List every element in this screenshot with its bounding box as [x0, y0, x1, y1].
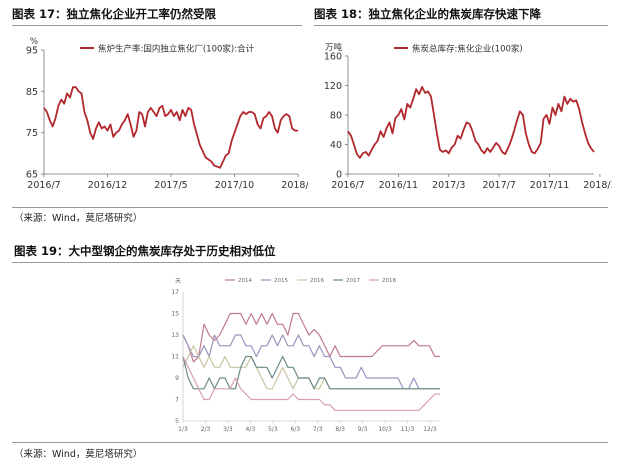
chart19-title-rule [12, 262, 608, 263]
chart19-source: （来源：Wind，莫尼塔研究） [14, 449, 143, 460]
chart18: 万吨 0 40 80 120 160 2016/7 2016/11 2017/3 2017/7 20… [324, 42, 612, 191]
x-tick-label: 2018/3 [583, 180, 612, 191]
chart18-title: 图表 18：独立焦化企业的焦炭库存快速下降 [314, 7, 542, 21]
legend-label: 焦炭总库存:焦化企业(100家) [412, 44, 523, 55]
x-tick-label: 12/3 [423, 426, 437, 433]
chart17-title: 图表 17：独立焦化企业开工率仍然受限 [12, 7, 217, 21]
x-tick-label: 5/3 [268, 426, 278, 433]
y-tick-label: 120 [324, 81, 342, 92]
y-tick-label: 7 [175, 397, 179, 404]
legend-label: 焦炉生产率:国内独立焦化厂(100家):合计 [98, 44, 255, 55]
y-tick-label: 95 [26, 46, 38, 57]
series-line-2014 [182, 312, 440, 363]
top-row-bottom-rule [12, 207, 608, 208]
x-tick-label: 11/3 [401, 426, 415, 433]
chart17-source: （来源：Wind，莫尼塔研究） [14, 213, 143, 224]
chart18-title-rule [314, 25, 608, 26]
y-tick-label: 160 [324, 52, 342, 63]
y-tick-label: 75 [26, 128, 38, 139]
series-line-2017 [182, 355, 440, 390]
y-tick-label: 5 [175, 418, 179, 425]
x-tick-label: 7/3 [313, 426, 323, 433]
y-tick-label: 9 [175, 375, 179, 382]
x-tick-label: 2017/5 [154, 180, 187, 191]
legend-label: 2018 [382, 278, 396, 284]
x-tick-label: 2016/11 [379, 180, 418, 191]
y-tick-label: 65 [26, 170, 38, 181]
y-tick-label: 15 [171, 311, 179, 318]
x-tick-label: 4/3 [246, 426, 256, 433]
series-line [43, 86, 298, 169]
series-line-2018 [182, 356, 440, 411]
y-unit-label: 万吨 [325, 42, 343, 53]
x-tick-label: 10/3 [378, 426, 392, 433]
x-tick-label: 2018/3 [281, 180, 308, 191]
x-tick-label: 2017/3 [432, 180, 465, 191]
x-tick-label: 2/3 [201, 426, 211, 433]
y-tick-label: 85 [26, 87, 38, 98]
chart17-title-rule [12, 25, 302, 26]
y-tick-label: 0 [336, 170, 342, 181]
x-tick-label: 2017/11 [530, 180, 569, 191]
y-tick-label: 80 [330, 111, 342, 122]
x-tick-label: 3/3 [223, 426, 233, 433]
x-tick-label: 9/3 [358, 426, 368, 433]
x-tick-label: 2016/7 [331, 180, 364, 191]
x-tick-label: 1/3 [178, 426, 188, 433]
y-tick-label: 11 [171, 354, 179, 361]
y-unit-label: % [30, 37, 38, 47]
chart19-bottom-rule [12, 442, 608, 443]
y-tick-label: 40 [330, 140, 342, 151]
legend-label: 2015 [274, 278, 288, 284]
chart17: % 65 75 85 95 2016/7 2016/12 2017/5 2017/10 2018/… [26, 37, 308, 191]
legend-label: 2017 [346, 278, 360, 284]
y-unit-label: 天 [175, 278, 181, 285]
x-tick-label: 2016/7 [27, 180, 60, 191]
x-tick-label: 8/3 [335, 426, 345, 433]
legend-label: 2014 [238, 278, 252, 284]
chart19-title: 图表 19：大中型钢企的焦炭库存处于历史相对低位 [14, 244, 276, 258]
y-tick-label: 17 [171, 289, 179, 296]
legend-label: 2016 [310, 278, 324, 284]
series-line-2015 [182, 334, 440, 390]
x-tick-label: 2017/10 [215, 180, 254, 191]
series-line [347, 86, 595, 159]
y-tick-label: 13 [171, 332, 179, 339]
x-tick-label: 6/3 [290, 426, 300, 433]
chart19: 天 2014 2015 2016 2017 2018 5 7 9 11 13 15 17 1/3 2/3 3/… [171, 278, 440, 433]
x-tick-label: 2017/7 [482, 180, 515, 191]
x-tick-label: 2016/12 [88, 180, 127, 191]
